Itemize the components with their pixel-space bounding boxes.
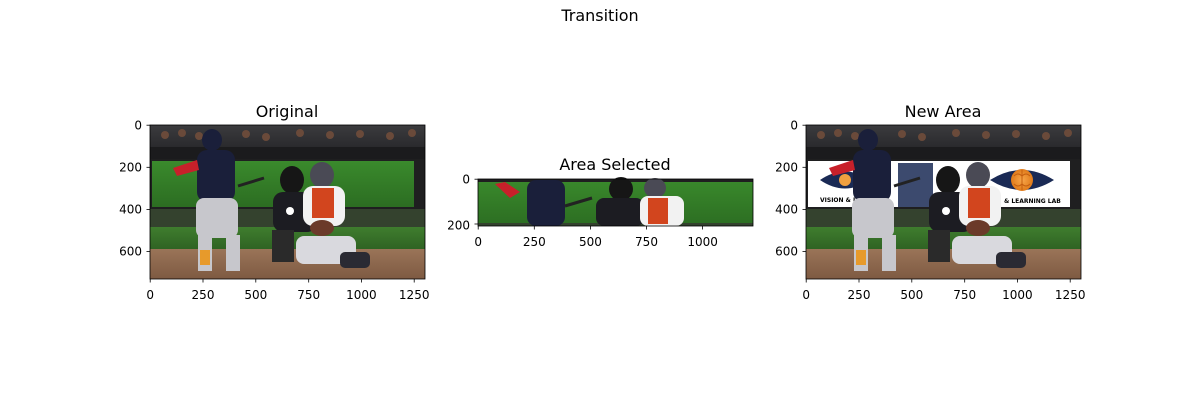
- tick-label: 1250: [1055, 288, 1086, 302]
- banner-text-left: VISION & LE: [820, 197, 861, 204]
- tick-label: 0: [802, 288, 810, 302]
- tick-label: 0: [474, 235, 482, 249]
- x-axis-new-area: 0 250 500 750 1000 1250: [802, 279, 1085, 302]
- image-area-selected: [478, 177, 753, 226]
- tick-label: 750: [297, 288, 320, 302]
- tick-label: 250: [523, 235, 546, 249]
- x-axis-area-selected: 0 250 500 750 1000: [474, 226, 718, 249]
- y-axis-new-area: 0 200 400 600: [775, 119, 806, 259]
- subplot-original: Original: [119, 102, 429, 302]
- figure-suptitle: Transition: [560, 6, 638, 25]
- tick-label: 1250: [399, 288, 430, 302]
- tick-label: 200: [775, 161, 798, 175]
- subplot-area-selected: Area Selected 0 250: [447, 155, 754, 249]
- x-axis-original: 0 250 500 750 1000 1250: [146, 279, 429, 302]
- subplot-title-original: Original: [256, 102, 319, 121]
- tick-label: 200: [447, 219, 470, 233]
- tick-label: 500: [579, 235, 602, 249]
- tick-label: 1000: [687, 235, 718, 249]
- subplot-title-new-area: New Area: [905, 102, 982, 121]
- tick-label: 600: [775, 245, 798, 259]
- tick-label: 0: [146, 288, 154, 302]
- tick-label: 200: [119, 161, 142, 175]
- tick-label: 0: [790, 119, 798, 133]
- tick-label: 1000: [346, 288, 377, 302]
- banner-text-right: & LEARNING LAB: [1004, 198, 1061, 205]
- tick-label: 1000: [1002, 288, 1033, 302]
- subplot-title-area-selected: Area Selected: [559, 155, 670, 174]
- tick-label: 750: [635, 235, 658, 249]
- image-original: [150, 125, 425, 279]
- y-axis-area-selected: 0 200: [447, 173, 478, 233]
- tick-label: 600: [119, 245, 142, 259]
- tick-label: 0: [134, 119, 142, 133]
- tick-label: 250: [848, 288, 871, 302]
- image-new-area: VISION & LE & LEARNING LAB: [806, 125, 1081, 279]
- tick-label: 400: [119, 203, 142, 217]
- y-axis-original: 0 200 400 600: [119, 119, 150, 259]
- subplot-new-area: New Area VISION & LE & L: [775, 102, 1085, 302]
- tick-label: 0: [462, 173, 470, 187]
- tick-label: 500: [244, 288, 267, 302]
- tick-label: 250: [192, 288, 215, 302]
- tick-label: 400: [775, 203, 798, 217]
- tick-label: 750: [953, 288, 976, 302]
- tick-label: 500: [900, 288, 923, 302]
